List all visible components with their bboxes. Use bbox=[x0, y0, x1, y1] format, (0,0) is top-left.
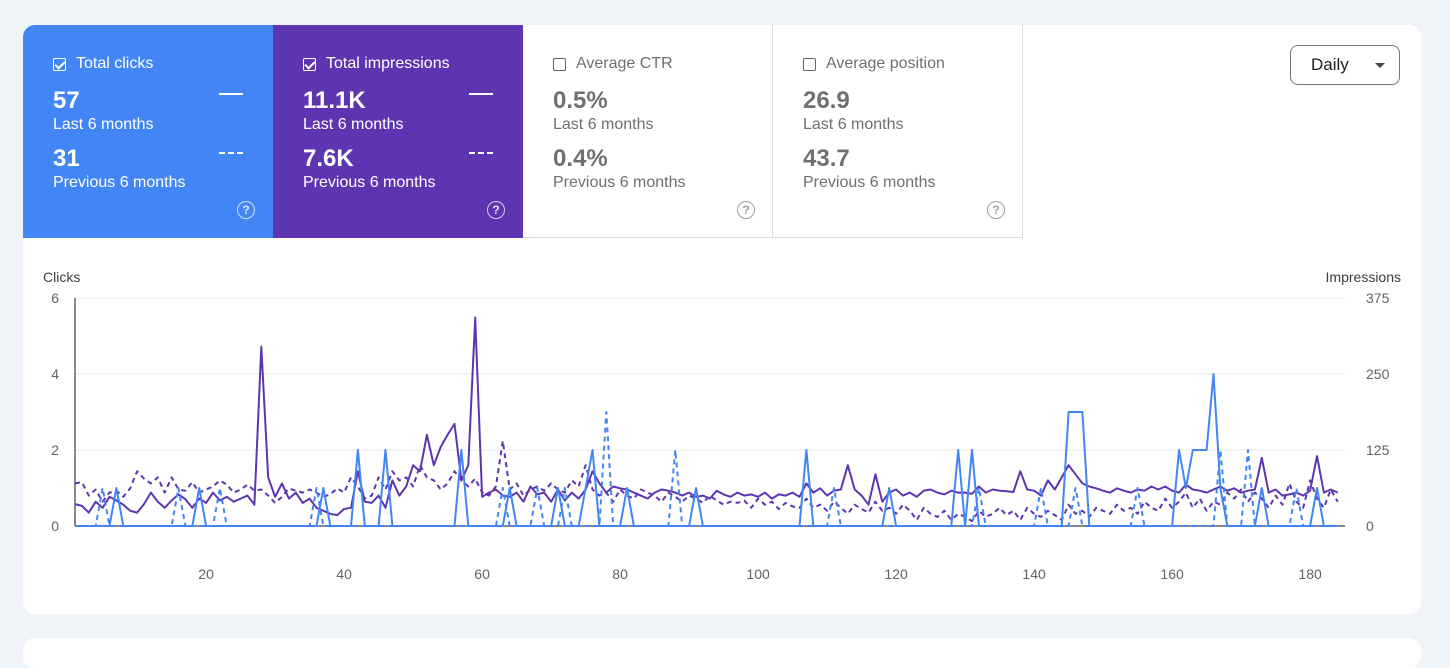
checkbox-unchecked-icon[interactable] bbox=[553, 57, 566, 71]
x-tick-label: 140 bbox=[1022, 566, 1046, 582]
tile-period: Last 6 months bbox=[553, 116, 654, 133]
tile-prev-value: 31 bbox=[53, 145, 80, 172]
x-tick-label: 60 bbox=[474, 566, 490, 582]
tile-label: Average position bbox=[826, 55, 945, 72]
tile-prev-value: 0.4% bbox=[553, 145, 608, 172]
tile-total-impressions[interactable]: Total impressions 11.1K Last 6 months 7.… bbox=[273, 25, 523, 238]
y-right-tick-label: 250 bbox=[1366, 366, 1390, 382]
secondary-card bbox=[23, 638, 1421, 668]
performance-card: Total clicks 57 Last 6 months 31 Previou… bbox=[23, 25, 1421, 614]
y-left-axis-label: Clicks bbox=[43, 269, 80, 285]
x-tick-label: 100 bbox=[746, 566, 770, 582]
tile-period: Last 6 months bbox=[803, 116, 904, 133]
y-left-tick-label: 4 bbox=[51, 366, 59, 382]
solid-line-legend-icon bbox=[219, 93, 243, 95]
tile-average-ctr[interactable]: Average CTR 0.5% Last 6 months 0.4% Prev… bbox=[523, 25, 773, 238]
tile-prev-value: 43.7 bbox=[803, 145, 850, 172]
checkbox-checked-icon[interactable] bbox=[53, 57, 66, 71]
y-right-axis-label: Impressions bbox=[1326, 269, 1401, 285]
clicks-previous-line bbox=[75, 411, 1338, 527]
help-icon[interactable]: ? bbox=[737, 201, 755, 219]
tile-value: 11.1K bbox=[303, 87, 366, 114]
checkbox-checked-icon[interactable] bbox=[303, 57, 316, 71]
granularity-dropdown[interactable]: Daily bbox=[1290, 45, 1400, 85]
tile-label: Average CTR bbox=[576, 55, 673, 72]
clicks-current-line bbox=[75, 373, 1338, 527]
tile-label: Total impressions bbox=[326, 55, 450, 72]
help-icon[interactable]: ? bbox=[987, 201, 1005, 219]
solid-line-legend-icon bbox=[469, 93, 493, 95]
tile-average-position[interactable]: Average position 26.9 Last 6 months 43.7… bbox=[773, 25, 1023, 238]
tile-header[interactable]: Average position bbox=[803, 55, 945, 73]
checkbox-unchecked-icon[interactable] bbox=[803, 57, 816, 71]
impressions-current-line bbox=[74, 316, 1339, 517]
tile-header[interactable]: Average CTR bbox=[553, 55, 673, 73]
tile-value: 57 bbox=[53, 87, 80, 114]
y-left-tick-label: 6 bbox=[51, 290, 59, 306]
metric-tiles: Total clicks 57 Last 6 months 31 Previou… bbox=[23, 25, 1023, 238]
x-tick-label: 20 bbox=[198, 566, 214, 582]
tile-total-clicks[interactable]: Total clicks 57 Last 6 months 31 Previou… bbox=[23, 25, 273, 238]
tile-value: 0.5% bbox=[553, 87, 608, 114]
impressions-previous-line bbox=[74, 439, 1339, 523]
tile-prev-period: Previous 6 months bbox=[553, 174, 686, 191]
x-tick-label: 160 bbox=[1160, 566, 1184, 582]
tile-period: Last 6 months bbox=[303, 116, 404, 133]
tile-prev-value: 7.6K bbox=[303, 145, 354, 172]
tile-prev-period: Previous 6 months bbox=[53, 174, 186, 191]
tile-period: Last 6 months bbox=[53, 116, 154, 133]
caret-down-icon bbox=[1375, 63, 1385, 68]
y-left-tick-label: 2 bbox=[51, 442, 59, 458]
x-tick-label: 40 bbox=[336, 566, 352, 582]
granularity-selected: Daily bbox=[1311, 55, 1349, 74]
x-tick-label: 180 bbox=[1298, 566, 1322, 582]
y-right-tick-label: 375 bbox=[1366, 290, 1390, 306]
y-right-tick-label: 125 bbox=[1366, 442, 1390, 458]
y-right-tick-label: 0 bbox=[1366, 518, 1374, 534]
tile-label: Total clicks bbox=[76, 55, 154, 72]
dashed-line-legend-icon bbox=[219, 152, 243, 154]
dashed-line-legend-icon bbox=[469, 152, 493, 154]
help-icon[interactable]: ? bbox=[487, 201, 505, 219]
x-tick-label: 120 bbox=[884, 566, 908, 582]
y-left-tick-label: 0 bbox=[51, 518, 59, 534]
help-icon[interactable]: ? bbox=[237, 201, 255, 219]
tile-prev-period: Previous 6 months bbox=[303, 174, 436, 191]
tile-value: 26.9 bbox=[803, 87, 850, 114]
x-tick-label: 80 bbox=[612, 566, 628, 582]
tile-header[interactable]: Total clicks bbox=[53, 55, 153, 73]
tile-header[interactable]: Total impressions bbox=[303, 55, 450, 73]
tile-prev-period: Previous 6 months bbox=[803, 174, 936, 191]
